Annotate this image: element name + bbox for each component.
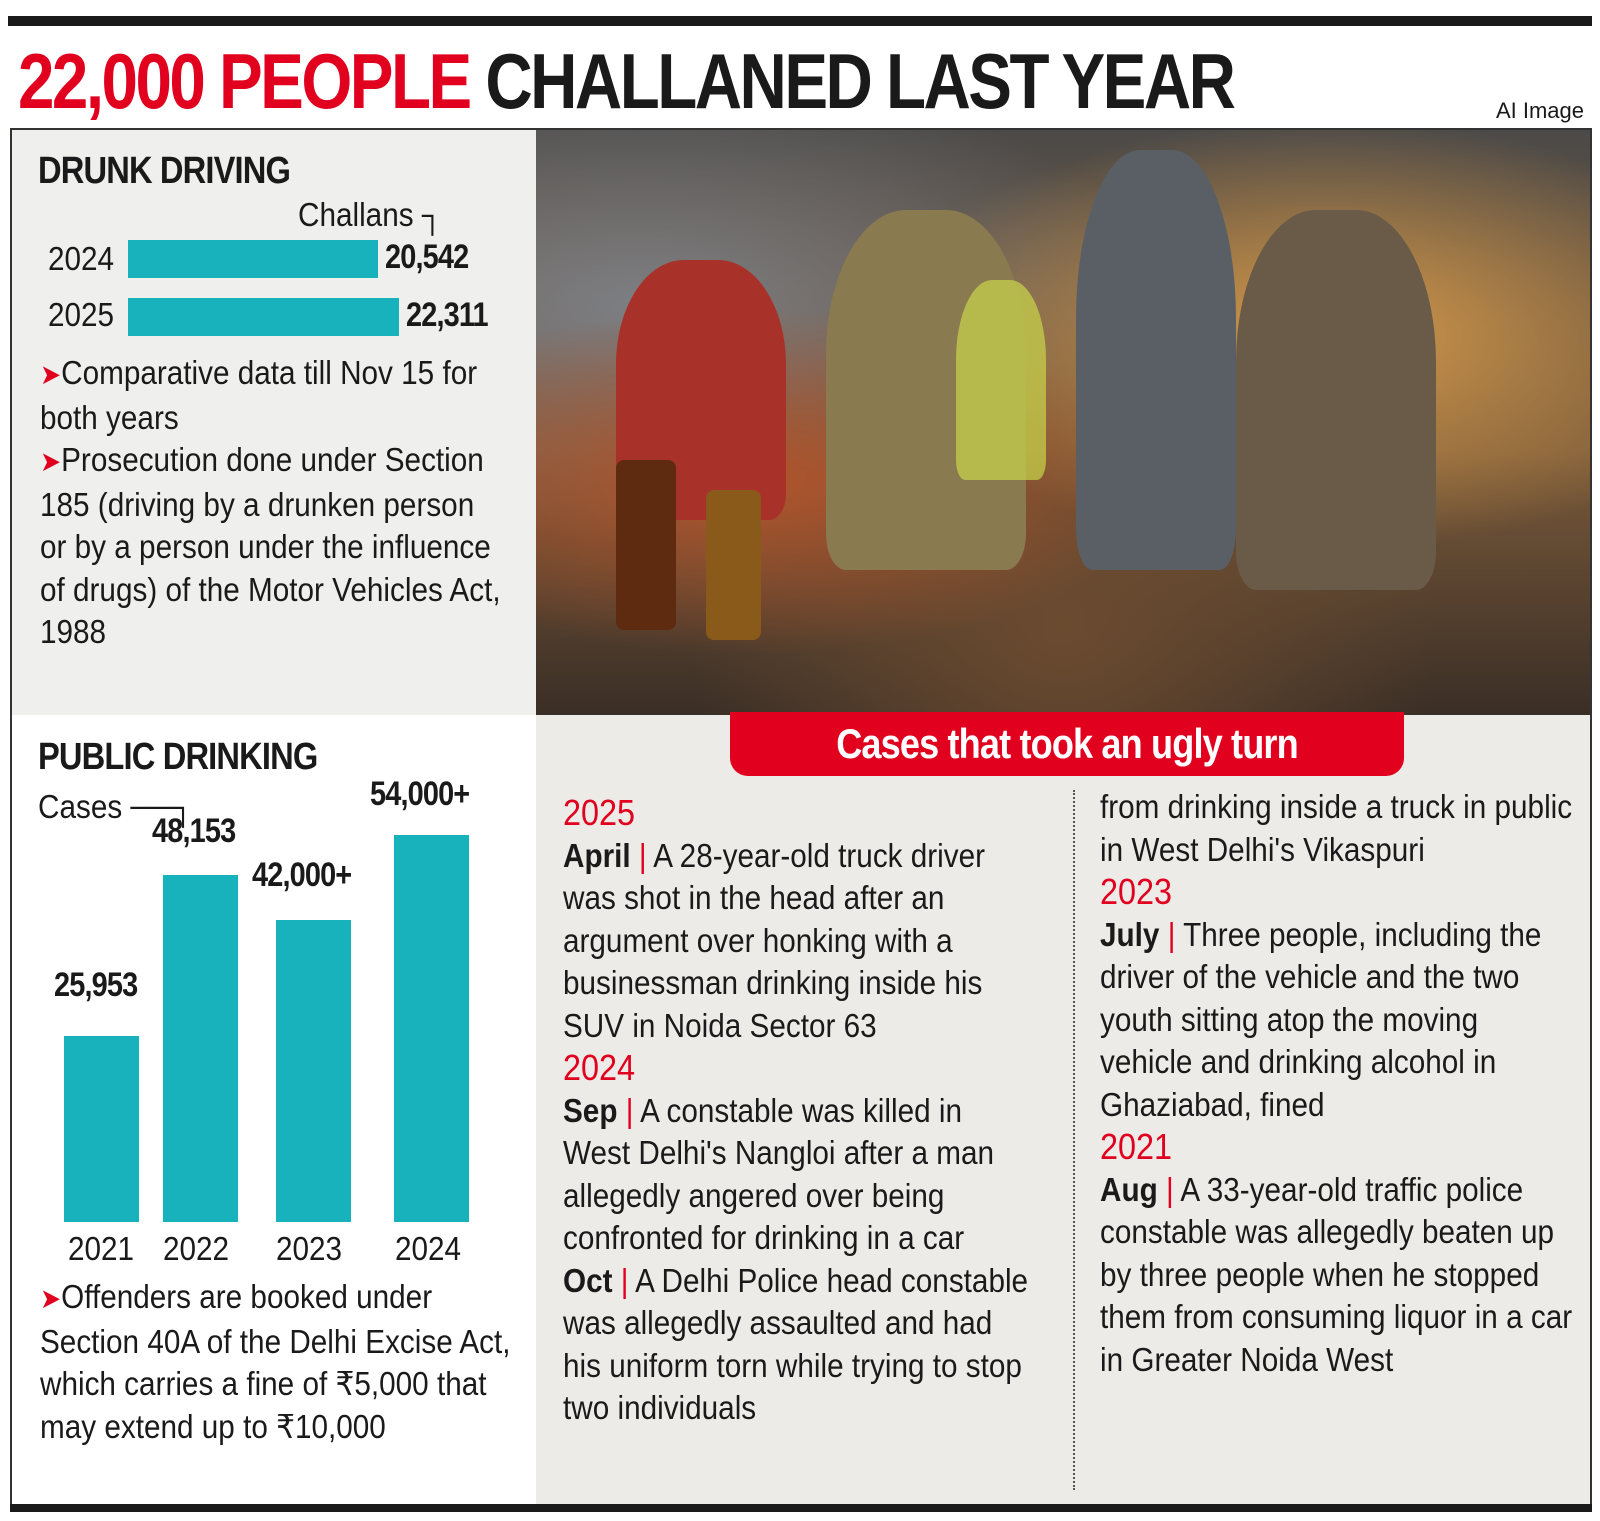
dd-year-label: 2024 bbox=[48, 240, 115, 277]
red-arrow-icon: ➤ bbox=[40, 1283, 62, 1314]
case-entry: Oct | A Delhi Police head constable was … bbox=[563, 1261, 1029, 1427]
headline-black: CHALLANED LAST YEAR bbox=[485, 37, 1236, 125]
challans-axis-label: Challans ┐ bbox=[298, 196, 443, 233]
photo-bottle-icon bbox=[616, 460, 676, 630]
infographic-frame bbox=[10, 128, 1592, 1512]
red-arrow-icon: ➤ bbox=[40, 359, 62, 390]
cases-column-1: 2025 April | A 28-year-old truck driver … bbox=[563, 792, 1036, 1430]
dd-value-label: 20,542 bbox=[385, 238, 469, 276]
bottom-rule bbox=[10, 1504, 1592, 1512]
case-entry: April | A 28-year-old truck driver was s… bbox=[563, 836, 986, 1044]
dd-bullet: ➤Prosecution done under Section 185 (dri… bbox=[40, 441, 501, 650]
case-entry: Aug | A 33-year-old traffic police const… bbox=[1100, 1170, 1573, 1378]
pd-value-label: 25,953 bbox=[54, 966, 138, 1004]
drunk-driving-title: DRUNK DRIVING bbox=[38, 150, 291, 192]
dd-bullet: ➤Comparative data till Nov 15 for both y… bbox=[40, 354, 478, 436]
pd-year-label: 2022 bbox=[163, 1230, 230, 1267]
public-drinking-title: PUBLIC DRINKING bbox=[38, 736, 318, 778]
headline: 22,000 PEOPLE CHALLANED LAST YEAR bbox=[18, 37, 1236, 125]
pd-bullet: ➤Offenders are booked under Section 40A … bbox=[40, 1278, 511, 1445]
cases-column-2: from drinking inside a truck in public i… bbox=[1100, 786, 1573, 1381]
red-arrow-icon: ➤ bbox=[40, 446, 62, 477]
pd-bar-2023 bbox=[276, 920, 351, 1222]
column-divider bbox=[1073, 790, 1075, 1490]
top-rule bbox=[8, 16, 1592, 26]
photo-bottle-icon bbox=[706, 490, 761, 640]
case-entry-continued: from drinking inside a truck in public i… bbox=[1100, 788, 1573, 868]
pd-bar-2022 bbox=[163, 875, 238, 1222]
cases-panel bbox=[536, 715, 1590, 1504]
cases-axis-label: Cases ──┐ bbox=[38, 788, 194, 825]
pd-bullet-list: ➤Offenders are booked under Section 40A … bbox=[40, 1276, 513, 1448]
case-entry: Sep | A constable was killed in West Del… bbox=[563, 1091, 995, 1257]
pd-value-label: 48,153 bbox=[152, 812, 236, 850]
case-year: 2024 bbox=[563, 1047, 636, 1088]
dd-value-label: 22,311 bbox=[406, 296, 489, 334]
pd-year-label: 2021 bbox=[68, 1230, 135, 1267]
pd-value-label: 54,000+ bbox=[370, 775, 470, 813]
pd-year-label: 2024 bbox=[395, 1230, 462, 1267]
dd-year-label: 2025 bbox=[48, 296, 115, 333]
photo-reflective-vest bbox=[956, 280, 1046, 480]
pd-bar-2024 bbox=[394, 835, 469, 1222]
bracket-icon: ┐ bbox=[421, 196, 443, 233]
drunk-driving-panel bbox=[12, 130, 536, 715]
photo-figure-brawl bbox=[1236, 210, 1436, 590]
headline-red: 22,000 PEOPLE bbox=[18, 37, 472, 125]
case-year: 2023 bbox=[1100, 871, 1173, 912]
dd-bar-2024 bbox=[128, 240, 378, 278]
cases-banner: Cases that took an ugly turn bbox=[730, 712, 1404, 776]
case-entry: July | Three people, including the drive… bbox=[1100, 915, 1542, 1123]
pd-year-label: 2023 bbox=[276, 1230, 343, 1267]
case-year: 2021 bbox=[1100, 1126, 1173, 1167]
image-credit: AI Image bbox=[1495, 98, 1584, 123]
ai-illustration-photo bbox=[536, 130, 1590, 715]
bracket-icon: ──┐ bbox=[130, 788, 194, 825]
pd-bar-2021 bbox=[64, 1036, 139, 1222]
photo-figure-drinker bbox=[1076, 150, 1236, 570]
dd-bar-2025 bbox=[128, 298, 399, 336]
case-year: 2025 bbox=[563, 792, 636, 833]
pd-value-label: 42,000+ bbox=[252, 856, 352, 894]
dd-bullet-list: ➤Comparative data till Nov 15 for both y… bbox=[40, 352, 508, 654]
